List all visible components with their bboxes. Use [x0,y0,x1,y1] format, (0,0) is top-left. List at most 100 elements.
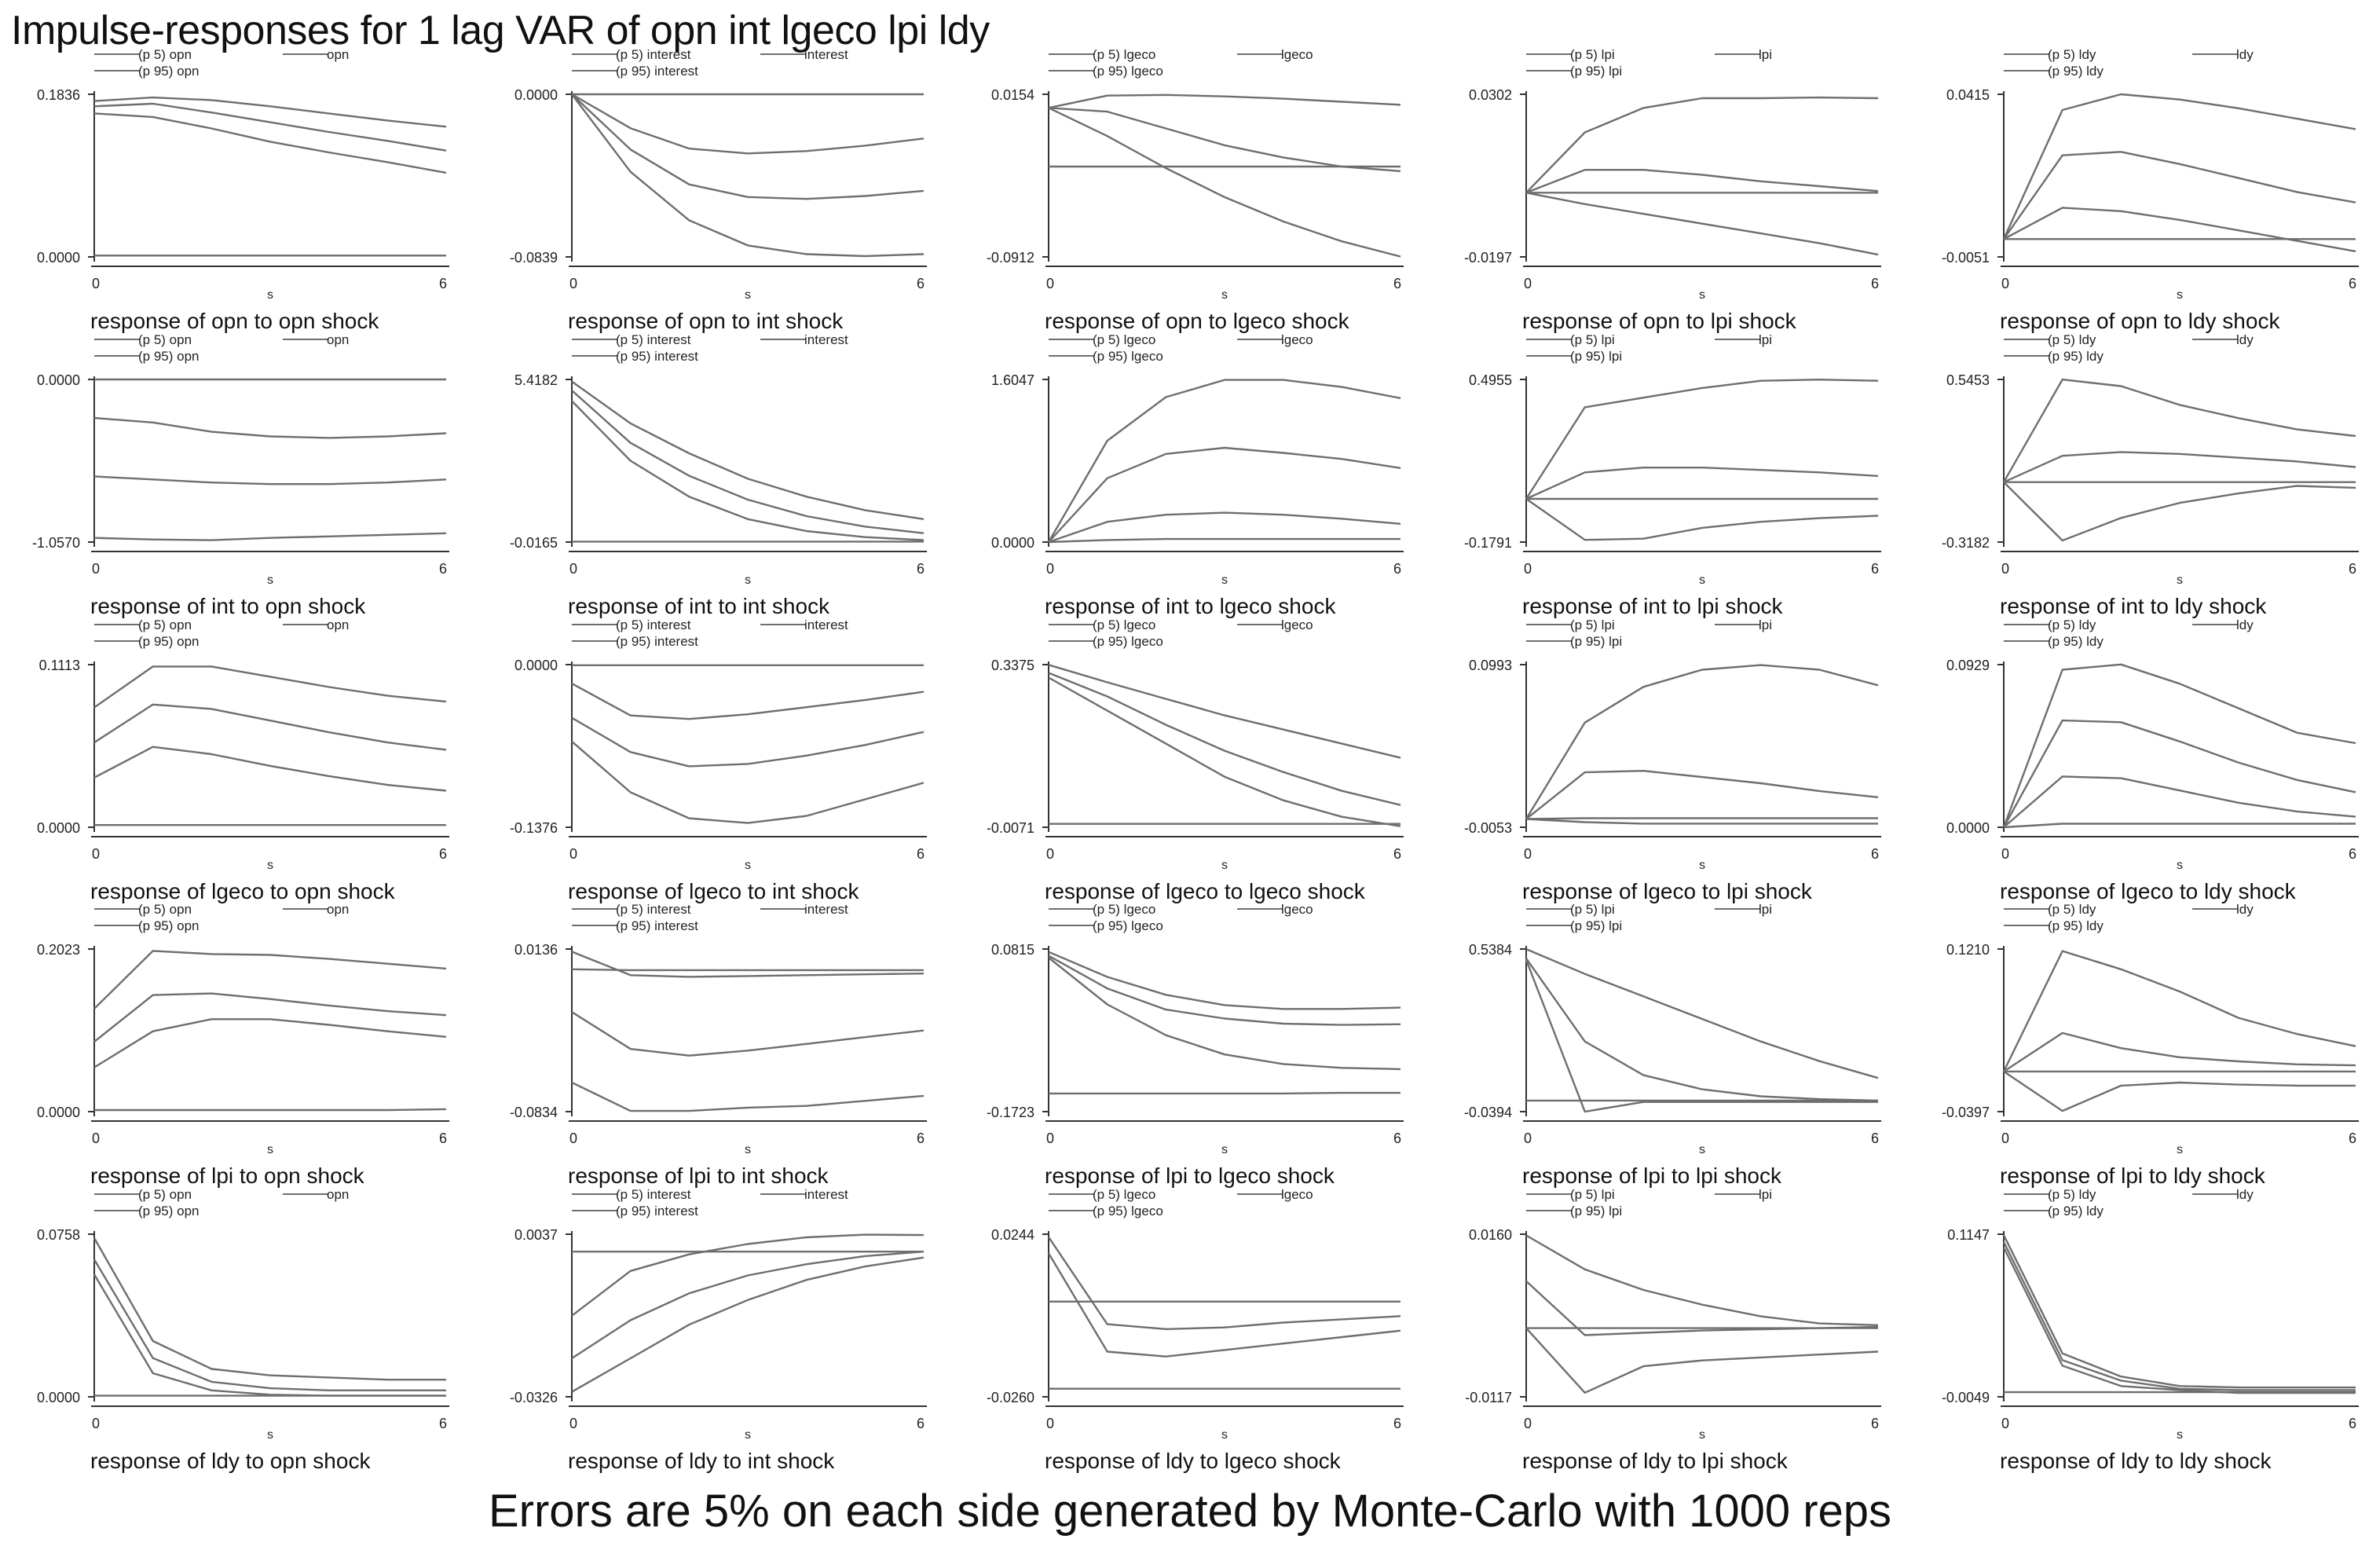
series-line [93,1018,447,1068]
panel-caption: response of int to lpi shock [1522,594,1784,618]
y-tick-label: 0.0000 [37,820,80,836]
legend-label: (p 5) ldy [2048,47,2096,62]
series-line [2002,1234,2356,1389]
x-tick-label: 6 [2349,276,2356,291]
x-tick-label: 0 [1046,1130,1054,1146]
x-tick-label: 0 [1524,1130,1532,1146]
legend-label: (p 5) interest [616,617,691,632]
x-tick-label: 6 [2349,1416,2356,1431]
series-line [1048,93,1401,109]
y-tick-label: -0.0912 [987,250,1034,266]
series-line [571,740,925,824]
legend-label: (p 95) ldy [2048,1204,2104,1218]
series-line [1048,676,1401,827]
series-line [571,380,925,520]
y-tick-label: 0.0929 [1946,658,1990,673]
x-tick-label: 6 [1393,561,1401,577]
legend-label: lgeco [1281,332,1313,347]
y-tick-label: -0.0071 [987,820,1034,836]
x-axis-label: s [267,1428,273,1442]
series-line [93,992,447,1042]
figure-title: Impulse-responses for 1 lag VAR of opn i… [11,8,990,53]
x-tick-label: 0 [569,561,577,577]
y-tick-label: 0.0000 [514,87,558,103]
legend-label: opn [327,902,349,917]
x-axis-label: s [1221,1143,1228,1156]
x-tick-label: 6 [1871,276,1879,291]
x-tick-label: 6 [917,561,925,577]
series-line [1048,537,1401,544]
series-line [93,1237,446,1381]
panel-caption: response of lgeco to int shock [568,879,859,903]
x-tick-label: 0 [569,276,577,291]
legend-label: interest [804,47,848,62]
x-axis-label: s [2177,1143,2183,1156]
series-line [93,703,447,751]
x-tick-label: 6 [1393,846,1401,862]
legend-label: (p 95) opn [138,349,200,364]
panel-caption: response of int to ldy shock [2000,594,2267,618]
legend-label: (p 95) lpi [1570,1204,1622,1218]
panel-caption: response of lpi to ldy shock [2000,1163,2266,1188]
panel-caption: response of ldy to ldy shock [2000,1449,2272,1473]
series-line [571,1011,925,1057]
x-tick-label: 0 [569,846,577,862]
legend-label: interest [804,332,848,347]
series-line [93,416,447,439]
x-axis-label: s [1221,288,1228,302]
y-tick-label: -0.0117 [1465,1390,1512,1405]
x-axis-label: s [2177,859,2183,872]
series-line [2003,823,2356,829]
panel-caption: response of lgeco to ldy shock [2000,879,2297,903]
series-line [1048,107,1401,173]
series-line [571,1251,925,1360]
series-line [2002,663,2356,828]
x-tick-label: 6 [2349,846,2356,862]
legend-label: opn [327,47,349,62]
legend-label: (p 95) lpi [1570,64,1622,79]
legend-label: lgeco [1281,617,1313,632]
x-axis-label: s [2177,573,2183,587]
x-tick-label: 6 [439,1416,447,1431]
series-line [1525,664,1879,820]
legend-label: lpi [1759,1187,1772,1202]
x-axis-label: s [1699,573,1705,587]
legend-label: (p 95) opn [138,918,200,933]
series-line [1048,664,1401,759]
y-tick-label: 0.2023 [37,942,80,958]
x-axis-label: s [1221,859,1228,872]
series-line [571,400,925,541]
y-tick-label: -0.0049 [1942,1390,1990,1405]
y-tick-label: -0.0053 [1464,820,1512,836]
series-line [571,93,925,258]
series-line [1047,1252,1401,1358]
y-tick-label: -0.0834 [510,1105,558,1120]
legend-label: (p 95) lgeco [1093,349,1163,364]
panel-caption: response of ldy to opn shock [90,1449,371,1473]
legend-label: (p 5) interest [616,902,691,917]
legend-label: (p 95) ldy [2048,634,2104,649]
legend-label: ldy [2236,902,2254,917]
legend-label: interest [804,1187,848,1202]
x-tick-label: 0 [1046,561,1054,577]
legend-label: (p 5) ldy [2048,902,2096,917]
y-tick-label: 0.3375 [991,658,1034,673]
x-tick-label: 0 [2001,561,2009,577]
legend-label: ldy [2236,617,2254,632]
series-line [2003,1032,2356,1072]
x-tick-label: 0 [92,561,100,577]
x-axis-label: s [267,1143,273,1156]
legend-label: (p 95) lpi [1570,349,1622,364]
legend-label: lpi [1759,47,1772,62]
x-tick-label: 6 [917,276,925,291]
series-line [93,950,447,1010]
y-tick-label: 0.1113 [39,658,80,673]
x-tick-label: 6 [2349,561,2356,577]
y-tick-label: 0.5453 [1946,372,1990,388]
series-line [94,1108,447,1112]
series-line [2003,775,2356,828]
y-tick-label: 0.0160 [1469,1227,1512,1243]
series-line [1525,168,1879,194]
x-tick-label: 6 [917,1416,925,1431]
